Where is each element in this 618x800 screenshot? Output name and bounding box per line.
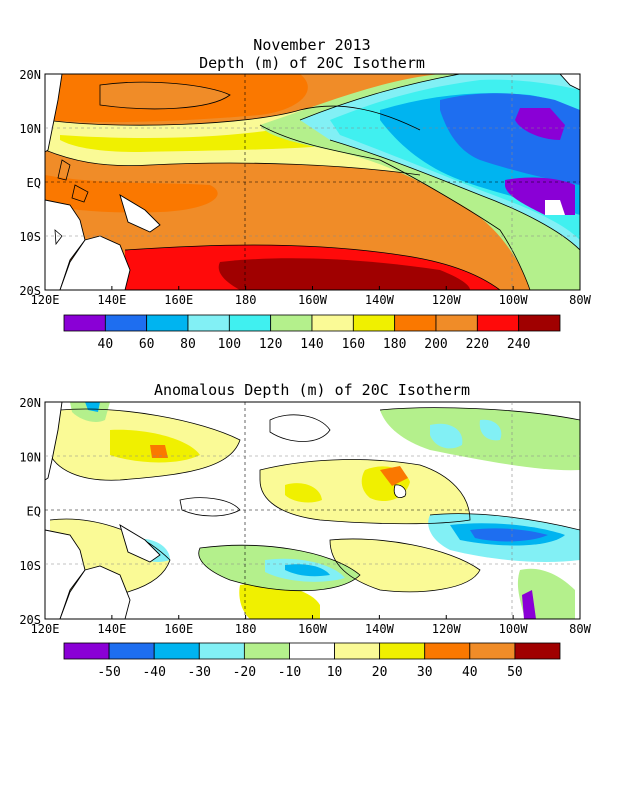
bottom-title: Anomalous Depth (m) of 20C Isotherm — [154, 381, 470, 399]
lon-label: 120E — [31, 622, 60, 636]
colorbar-swatch — [187, 314, 230, 332]
lon-label: 140W — [365, 622, 395, 636]
colorbar-swatch — [63, 642, 110, 660]
colorbar-swatch — [228, 314, 272, 332]
lat-label: 10N — [19, 122, 41, 136]
lat-label: EQ — [27, 176, 41, 190]
colorbar-swatch — [518, 314, 561, 332]
lat-label: 20S — [19, 613, 41, 627]
lon-label: 160E — [164, 622, 193, 636]
bottom-lat-axis: 20N 10N EQ 10S 20S — [19, 396, 41, 627]
lat-label: 20N — [19, 68, 41, 82]
bottom-lon-axis: 120E 140E 160E 180 160W 140W 120W 100W 80W — [31, 615, 592, 636]
colorbar-swatch — [514, 642, 561, 660]
colorbar-swatch — [108, 642, 155, 660]
colorbar-label: -20 — [233, 665, 256, 680]
colorbar-label: -50 — [97, 665, 120, 680]
bottom-colorbar-labels: -50 -40 -30 -20 -10 10 20 30 40 50 — [97, 665, 522, 680]
lat-label: 20S — [19, 284, 41, 298]
colorbar-swatch — [243, 642, 290, 660]
colorbar-swatch — [334, 642, 381, 660]
colorbar-swatch — [435, 314, 478, 332]
lat-label: EQ — [27, 505, 41, 519]
colorbar-label: 160 — [342, 337, 365, 352]
colorbar-swatch — [198, 642, 245, 660]
top-map — [45, 74, 580, 290]
colorbar-swatch — [104, 314, 148, 332]
bottom-gridlines — [45, 402, 580, 619]
colorbar-swatch — [469, 642, 516, 660]
colorbar-label: 60 — [139, 337, 155, 352]
colorbar-label: 40 — [462, 665, 478, 680]
lon-label: 180 — [235, 622, 257, 636]
lon-label: 100W — [499, 622, 529, 636]
colorbar-label: 20 — [372, 665, 388, 680]
lon-label: 140E — [97, 622, 126, 636]
colorbar-label: 40 — [98, 337, 114, 352]
colorbar-swatch — [476, 314, 520, 332]
colorbar-label: 10 — [327, 665, 343, 680]
colorbar-label: 120 — [259, 337, 282, 352]
top-colorbar — [63, 314, 561, 332]
colorbar-label: 50 — [507, 665, 523, 680]
lon-label: 100W — [499, 293, 529, 307]
colorbar-swatch — [379, 642, 426, 660]
top-title-line2: Depth (m) of 20C Isotherm — [199, 54, 425, 72]
top-lat-axis: 20N 10N EQ 10S 20S — [19, 68, 41, 298]
lon-label: 120W — [432, 293, 462, 307]
colorbar-label: 200 — [424, 337, 447, 352]
colorbar-label: -10 — [278, 665, 301, 680]
lon-label: 180 — [235, 293, 257, 307]
colorbar-swatch — [311, 314, 354, 332]
top-gridlines — [45, 74, 580, 290]
lon-label: 120W — [432, 622, 462, 636]
lat-label: 20N — [19, 396, 41, 410]
lon-label: 80W — [569, 293, 591, 307]
colorbar-swatch — [352, 314, 396, 332]
colorbar-label: 220 — [466, 337, 489, 352]
colorbar-label: 180 — [383, 337, 406, 352]
colorbar-swatch — [63, 314, 106, 332]
lon-label: 160E — [164, 293, 193, 307]
colorbar-label: 80 — [180, 337, 196, 352]
lat-label: 10S — [19, 230, 41, 244]
colorbar-swatch — [153, 642, 200, 660]
lon-label: 140E — [97, 293, 126, 307]
bottom-colorbar — [63, 642, 561, 660]
colorbar-swatch — [289, 642, 335, 660]
colorbar-swatch — [270, 314, 313, 332]
colorbar-label: 100 — [218, 337, 241, 352]
lon-label: 140W — [365, 293, 395, 307]
colorbar-swatch — [424, 642, 471, 660]
colorbar-label: -30 — [188, 665, 211, 680]
colorbar-label: 30 — [417, 665, 433, 680]
top-colorbar-labels: 40 60 80 100 120 140 160 180 200 220 240 — [98, 337, 531, 352]
colorbar-label: -40 — [142, 665, 165, 680]
colorbar-label: 240 — [507, 337, 530, 352]
lat-label: 10N — [19, 450, 41, 464]
bottom-map — [45, 402, 580, 619]
top-lon-axis: 120E 140E 160E 180 160W 140W 120W 100W 80W — [31, 286, 592, 307]
colorbar-label: 140 — [300, 337, 323, 352]
top-title-line1: November 2013 — [253, 36, 370, 54]
colorbar-swatch — [394, 314, 437, 332]
lat-label: 10S — [19, 559, 41, 573]
colorbar-swatch — [146, 314, 189, 332]
lon-label: 160W — [298, 293, 328, 307]
lon-label: 80W — [569, 622, 591, 636]
lon-label: 160W — [298, 622, 328, 636]
lon-label: 120E — [31, 293, 60, 307]
